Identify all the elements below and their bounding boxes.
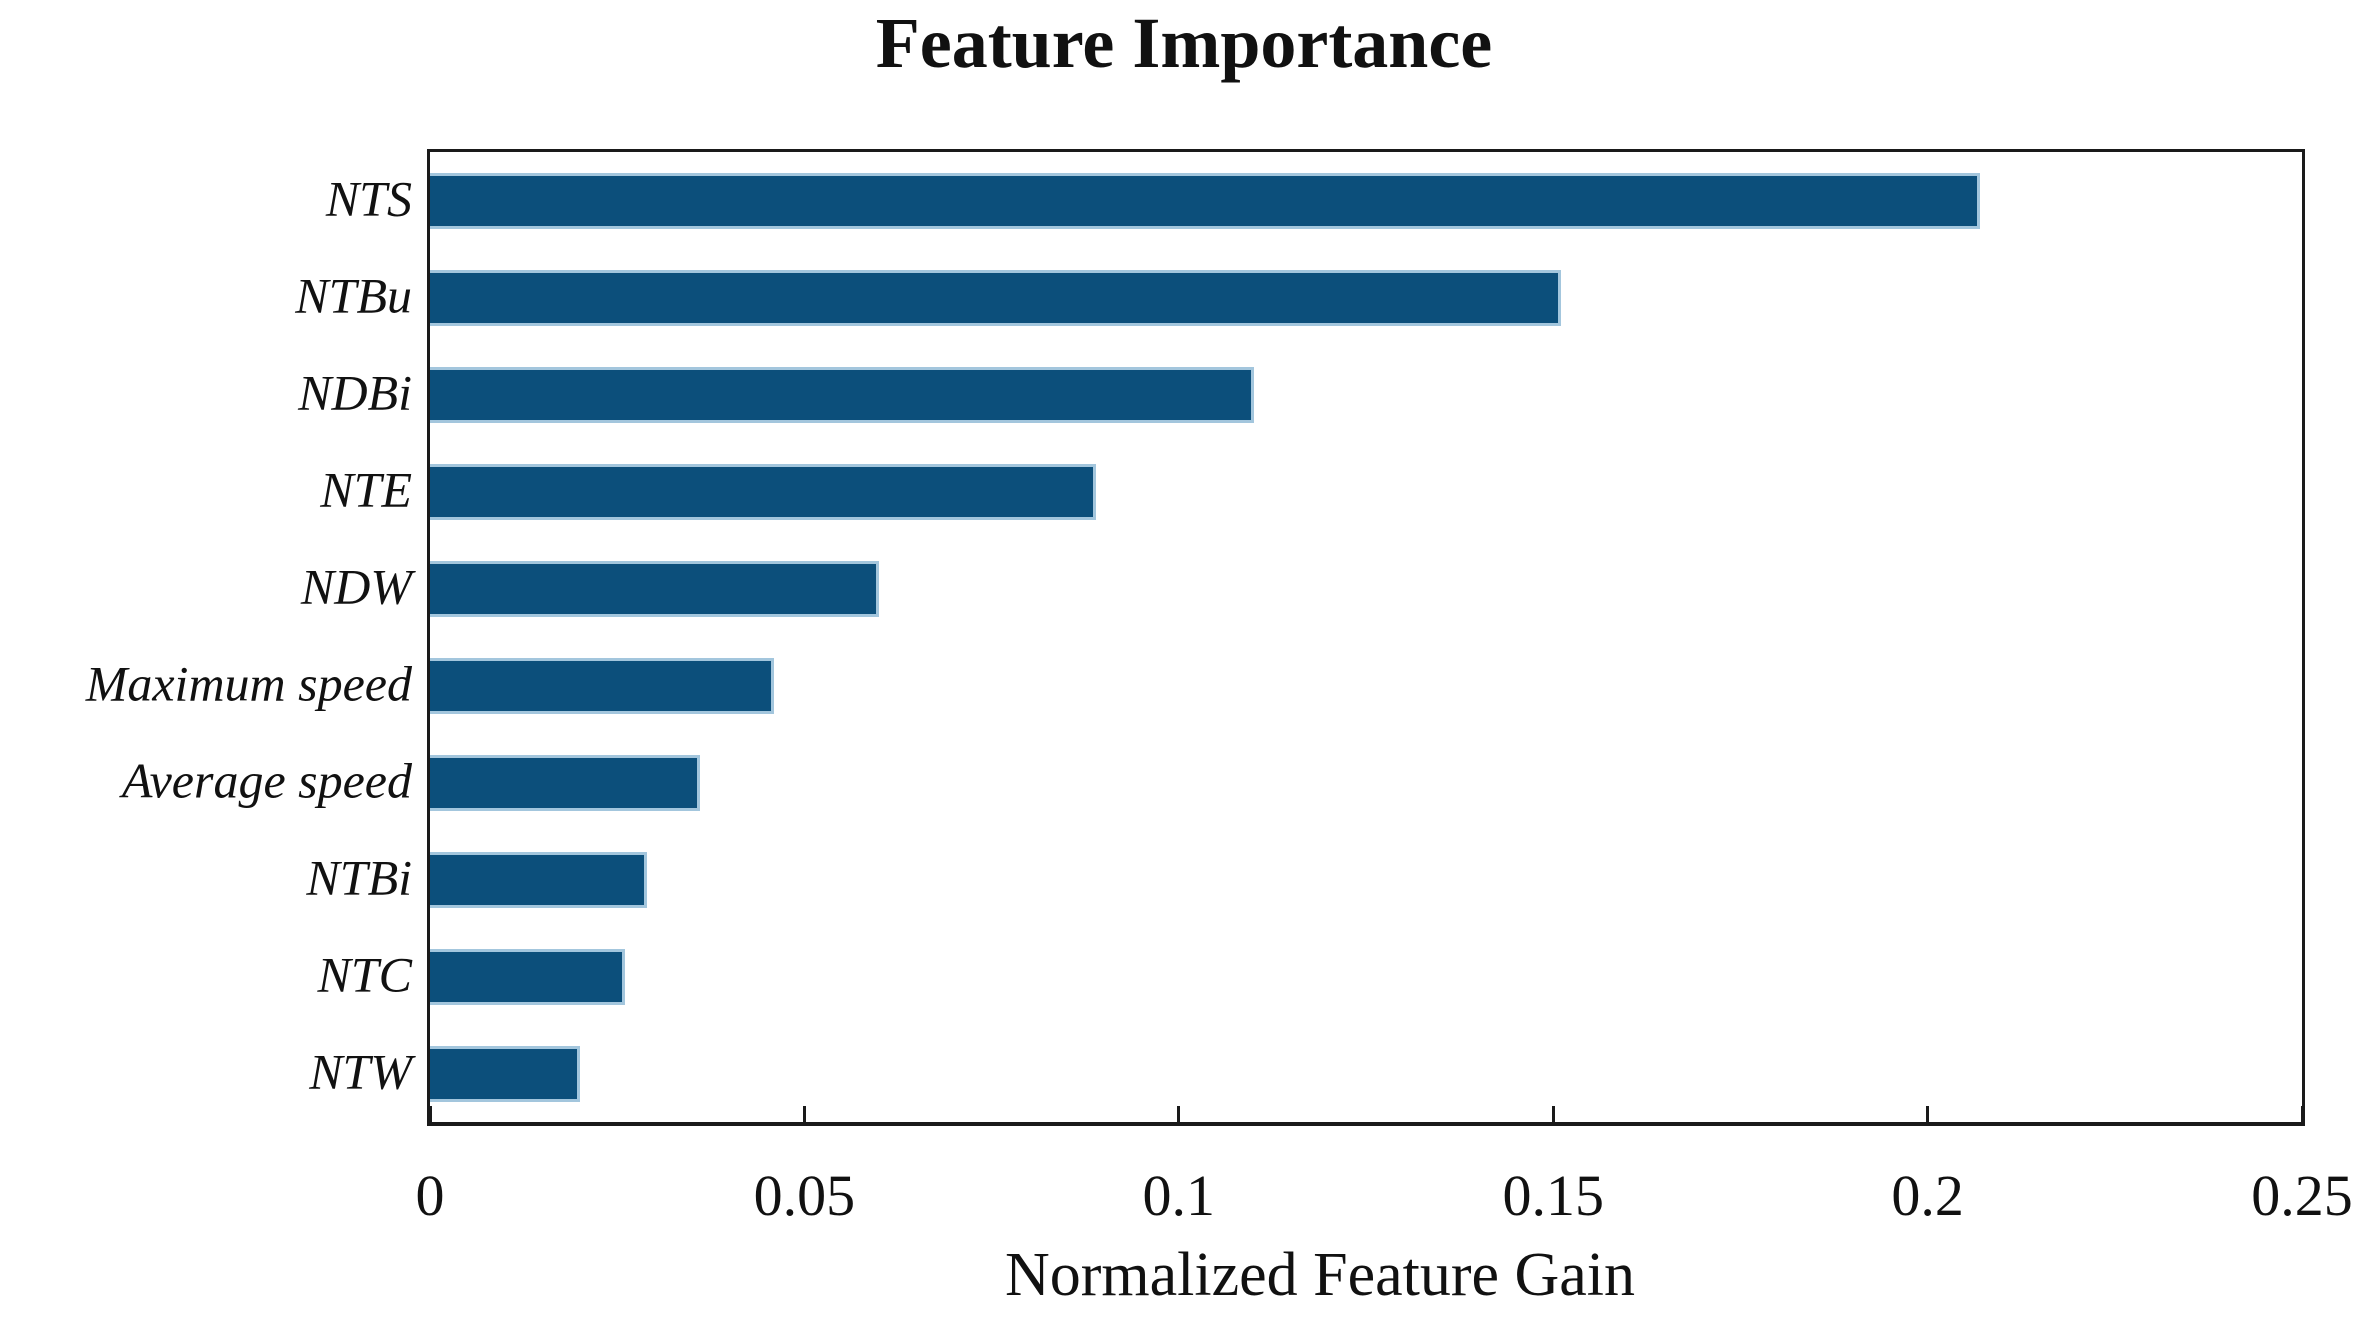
plot-area [427, 149, 2305, 1126]
x-tick-label-0: 0 [415, 1163, 445, 1228]
x-tick-label-0.25: 0.25 [2251, 1163, 2353, 1228]
x-tick-mark [428, 1106, 432, 1122]
y-tick-label-ntbi: NTBi [306, 849, 412, 906]
y-tick-label-nte: NTE [320, 461, 412, 518]
y-tick-label-nts: NTS [325, 170, 412, 227]
x-tick-mark [1551, 1106, 1555, 1122]
bar-ntbu [430, 269, 1561, 326]
bar-nte [430, 463, 1097, 520]
y-tick-label-maximum-speed: Maximum speed [85, 655, 412, 712]
bar-ndw [430, 560, 880, 617]
x-tick-mark [802, 1106, 806, 1122]
y-tick-label-ndbi: NDBi [298, 364, 412, 421]
bar-maximum-speed [430, 657, 775, 714]
bar-ntc [430, 948, 625, 1005]
x-axis-label: Normalized Feature Gain [1004, 1241, 1636, 1309]
x-tick-label-0.05: 0.05 [753, 1163, 856, 1228]
bar-ntw [430, 1045, 580, 1102]
x-tick-label-0.1: 0.1 [1142, 1163, 1216, 1228]
y-tick-label-ntc: NTC [317, 946, 412, 1003]
x-tick-mark [2300, 1106, 2304, 1122]
y-tick-label-ntw: NTW [309, 1043, 412, 1100]
chart-title: Feature Importance [875, 3, 1493, 83]
y-tick-label-average-speed: Average speed [121, 752, 412, 809]
x-tick-label-0.15: 0.15 [1502, 1163, 1604, 1228]
bar-ndbi [430, 366, 1254, 423]
x-tick-mark [1177, 1106, 1181, 1122]
x-tick-mark [1926, 1106, 1930, 1122]
bar-ntbi [430, 851, 648, 908]
y-tick-label-ntbu: NTBu [295, 267, 412, 324]
bar-average-speed [430, 754, 700, 811]
bar-nts [430, 172, 1981, 229]
x-tick-label-0.2: 0.2 [1891, 1163, 1964, 1228]
y-tick-label-ndw: NDW [300, 558, 412, 615]
